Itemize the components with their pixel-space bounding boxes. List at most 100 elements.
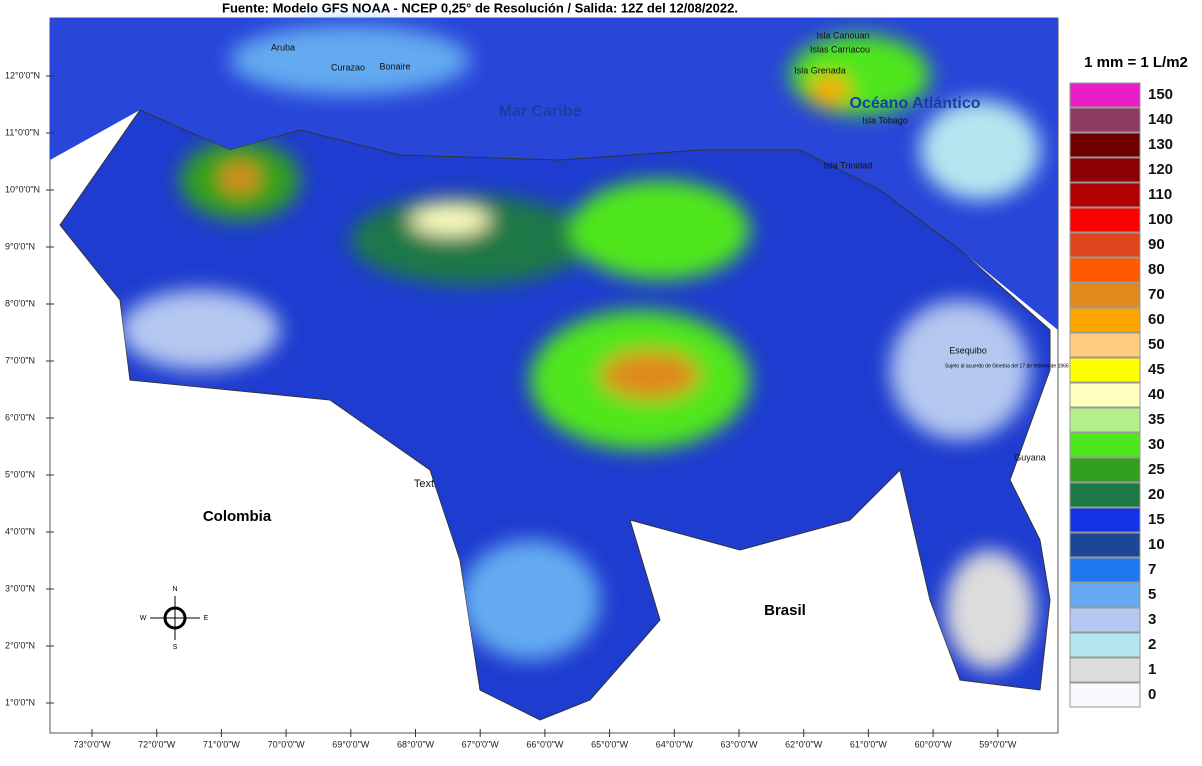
lon-label: 62°0'0"W bbox=[785, 739, 823, 749]
legend-label: 45 bbox=[1148, 361, 1165, 378]
compass-label: S bbox=[173, 644, 178, 651]
legend-swatch bbox=[1069, 157, 1141, 183]
legend-swatch bbox=[1069, 132, 1141, 158]
lat-label: 9°0'0"N bbox=[5, 241, 35, 251]
legend-swatch bbox=[1069, 232, 1141, 258]
lon-label: 72°0'0"W bbox=[138, 739, 176, 749]
place-label: Islas Carriacou bbox=[810, 44, 870, 54]
legend-title: 1 mm = 1 L/m2 bbox=[1084, 54, 1188, 71]
legend-swatch bbox=[1069, 82, 1141, 108]
lat-label: 11°0'0"N bbox=[5, 127, 39, 137]
legend: 1501401301201101009080706050454035302520… bbox=[1069, 82, 1173, 708]
legend-swatch bbox=[1069, 407, 1141, 433]
lat-labels: 12°0'0"N 11°0'0"N 10°0'0"N 9°0'0"N 8°0'0"N 7°… bbox=[5, 70, 54, 707]
legend-label: 120 bbox=[1148, 161, 1173, 178]
legend-label: 25 bbox=[1148, 461, 1165, 478]
legend-label: 20 bbox=[1148, 486, 1165, 503]
place-label: Text bbox=[414, 478, 434, 490]
place-label: Sujeto al acuerdo de Ginebra del 17 de f… bbox=[945, 363, 1069, 369]
legend-label: 50 bbox=[1148, 336, 1165, 353]
place-label: Colombia bbox=[203, 508, 272, 525]
lon-label: 70°0'0"W bbox=[268, 739, 306, 749]
legend-swatch bbox=[1069, 632, 1141, 658]
legend-label: 100 bbox=[1148, 211, 1173, 228]
legend-swatch bbox=[1069, 332, 1141, 358]
legend-swatch bbox=[1069, 582, 1141, 608]
lon-label: 68°0'0"W bbox=[397, 739, 435, 749]
legend-label: 110 bbox=[1148, 186, 1172, 203]
legend-label: 3 bbox=[1148, 611, 1156, 628]
legend-label: 0 bbox=[1148, 686, 1156, 703]
legend-label: 130 bbox=[1148, 136, 1173, 153]
lon-label: 67°0'0"W bbox=[462, 739, 500, 749]
place-label: Esequibo bbox=[949, 345, 987, 355]
lon-label: 71°0'0"W bbox=[203, 739, 241, 749]
ocean-precip bbox=[230, 25, 1040, 200]
place-label: Bonaire bbox=[379, 61, 410, 71]
legend-swatch bbox=[1069, 457, 1141, 483]
lon-labels: 73°0'0"W 72°0'0"W 71°0'0"W 70°0'0"W 69°0'0"W… bbox=[73, 729, 1017, 749]
place-label: Curazao bbox=[331, 62, 365, 72]
legend-swatch bbox=[1069, 107, 1141, 133]
lon-label: 63°0'0"W bbox=[720, 739, 758, 749]
compass-label: E bbox=[204, 615, 209, 622]
legend-label: 1 bbox=[1148, 661, 1156, 678]
lat-label: 3°0'0"N bbox=[5, 583, 35, 593]
legend-swatch bbox=[1069, 507, 1141, 533]
place-label: Mar Caribe bbox=[499, 103, 582, 120]
land-precip bbox=[120, 140, 1035, 670]
place-label: Isla Trinidad bbox=[824, 160, 873, 170]
legend-label: 30 bbox=[1148, 436, 1165, 453]
legend-label: 10 bbox=[1148, 536, 1165, 553]
legend-swatch bbox=[1069, 432, 1141, 458]
legend-label: 60 bbox=[1148, 311, 1165, 328]
legend-label: 7 bbox=[1148, 561, 1156, 578]
lat-label: 7°0'0"N bbox=[5, 355, 35, 365]
lat-label: 1°0'0"N bbox=[5, 697, 35, 707]
place-label: Océano Atlántico bbox=[850, 95, 981, 112]
place-label: Isla Tobago bbox=[862, 115, 908, 125]
place-label: Brasil bbox=[764, 602, 806, 619]
place-label: Isla Grenada bbox=[794, 65, 846, 75]
title: Fuente: Modelo GFS NOAA - NCEP 0,25° de … bbox=[222, 0, 738, 15]
legend-swatch bbox=[1069, 682, 1141, 708]
legend-swatch bbox=[1069, 657, 1141, 683]
lat-label: 2°0'0"N bbox=[5, 640, 35, 650]
lat-label: 5°0'0"N bbox=[5, 469, 35, 479]
lat-label: 12°0'0"N bbox=[5, 70, 40, 80]
legend-swatch bbox=[1069, 607, 1141, 633]
legend-swatch bbox=[1069, 307, 1141, 333]
compass-label: W bbox=[140, 615, 147, 622]
legend-label: 70 bbox=[1148, 286, 1165, 303]
legend-swatch bbox=[1069, 257, 1141, 283]
legend-label: 140 bbox=[1148, 111, 1173, 128]
compass: N S E W bbox=[140, 586, 209, 651]
legend-label: 150 bbox=[1148, 86, 1173, 103]
compass-label: N bbox=[172, 586, 177, 593]
lat-label: 6°0'0"N bbox=[5, 412, 35, 422]
lon-label: 69°0'0"W bbox=[332, 739, 370, 749]
legend-label: 80 bbox=[1148, 261, 1165, 278]
legend-swatch bbox=[1069, 207, 1141, 233]
lon-label: 60°0'0"W bbox=[915, 739, 953, 749]
place-label: Guyana bbox=[1014, 452, 1046, 462]
legend-swatch bbox=[1069, 382, 1141, 408]
lat-label: 8°0'0"N bbox=[5, 298, 35, 308]
legend-label: 40 bbox=[1148, 386, 1165, 403]
legend-label: 90 bbox=[1148, 236, 1165, 253]
place-label: Isla Canouan bbox=[816, 30, 869, 40]
legend-swatch bbox=[1069, 482, 1141, 508]
legend-label: 15 bbox=[1148, 511, 1165, 528]
lon-label: 59°0'0"W bbox=[979, 739, 1017, 749]
place-label: Aruba bbox=[271, 42, 295, 52]
legend-label: 5 bbox=[1148, 586, 1156, 603]
legend-swatch bbox=[1069, 282, 1141, 308]
lon-label: 73°0'0"W bbox=[73, 739, 111, 749]
lon-label: 66°0'0"W bbox=[526, 739, 564, 749]
lon-label: 64°0'0"W bbox=[656, 739, 694, 749]
lat-label: 4°0'0"N bbox=[5, 526, 35, 536]
legend-swatch bbox=[1069, 357, 1141, 383]
legend-swatch bbox=[1069, 182, 1141, 208]
